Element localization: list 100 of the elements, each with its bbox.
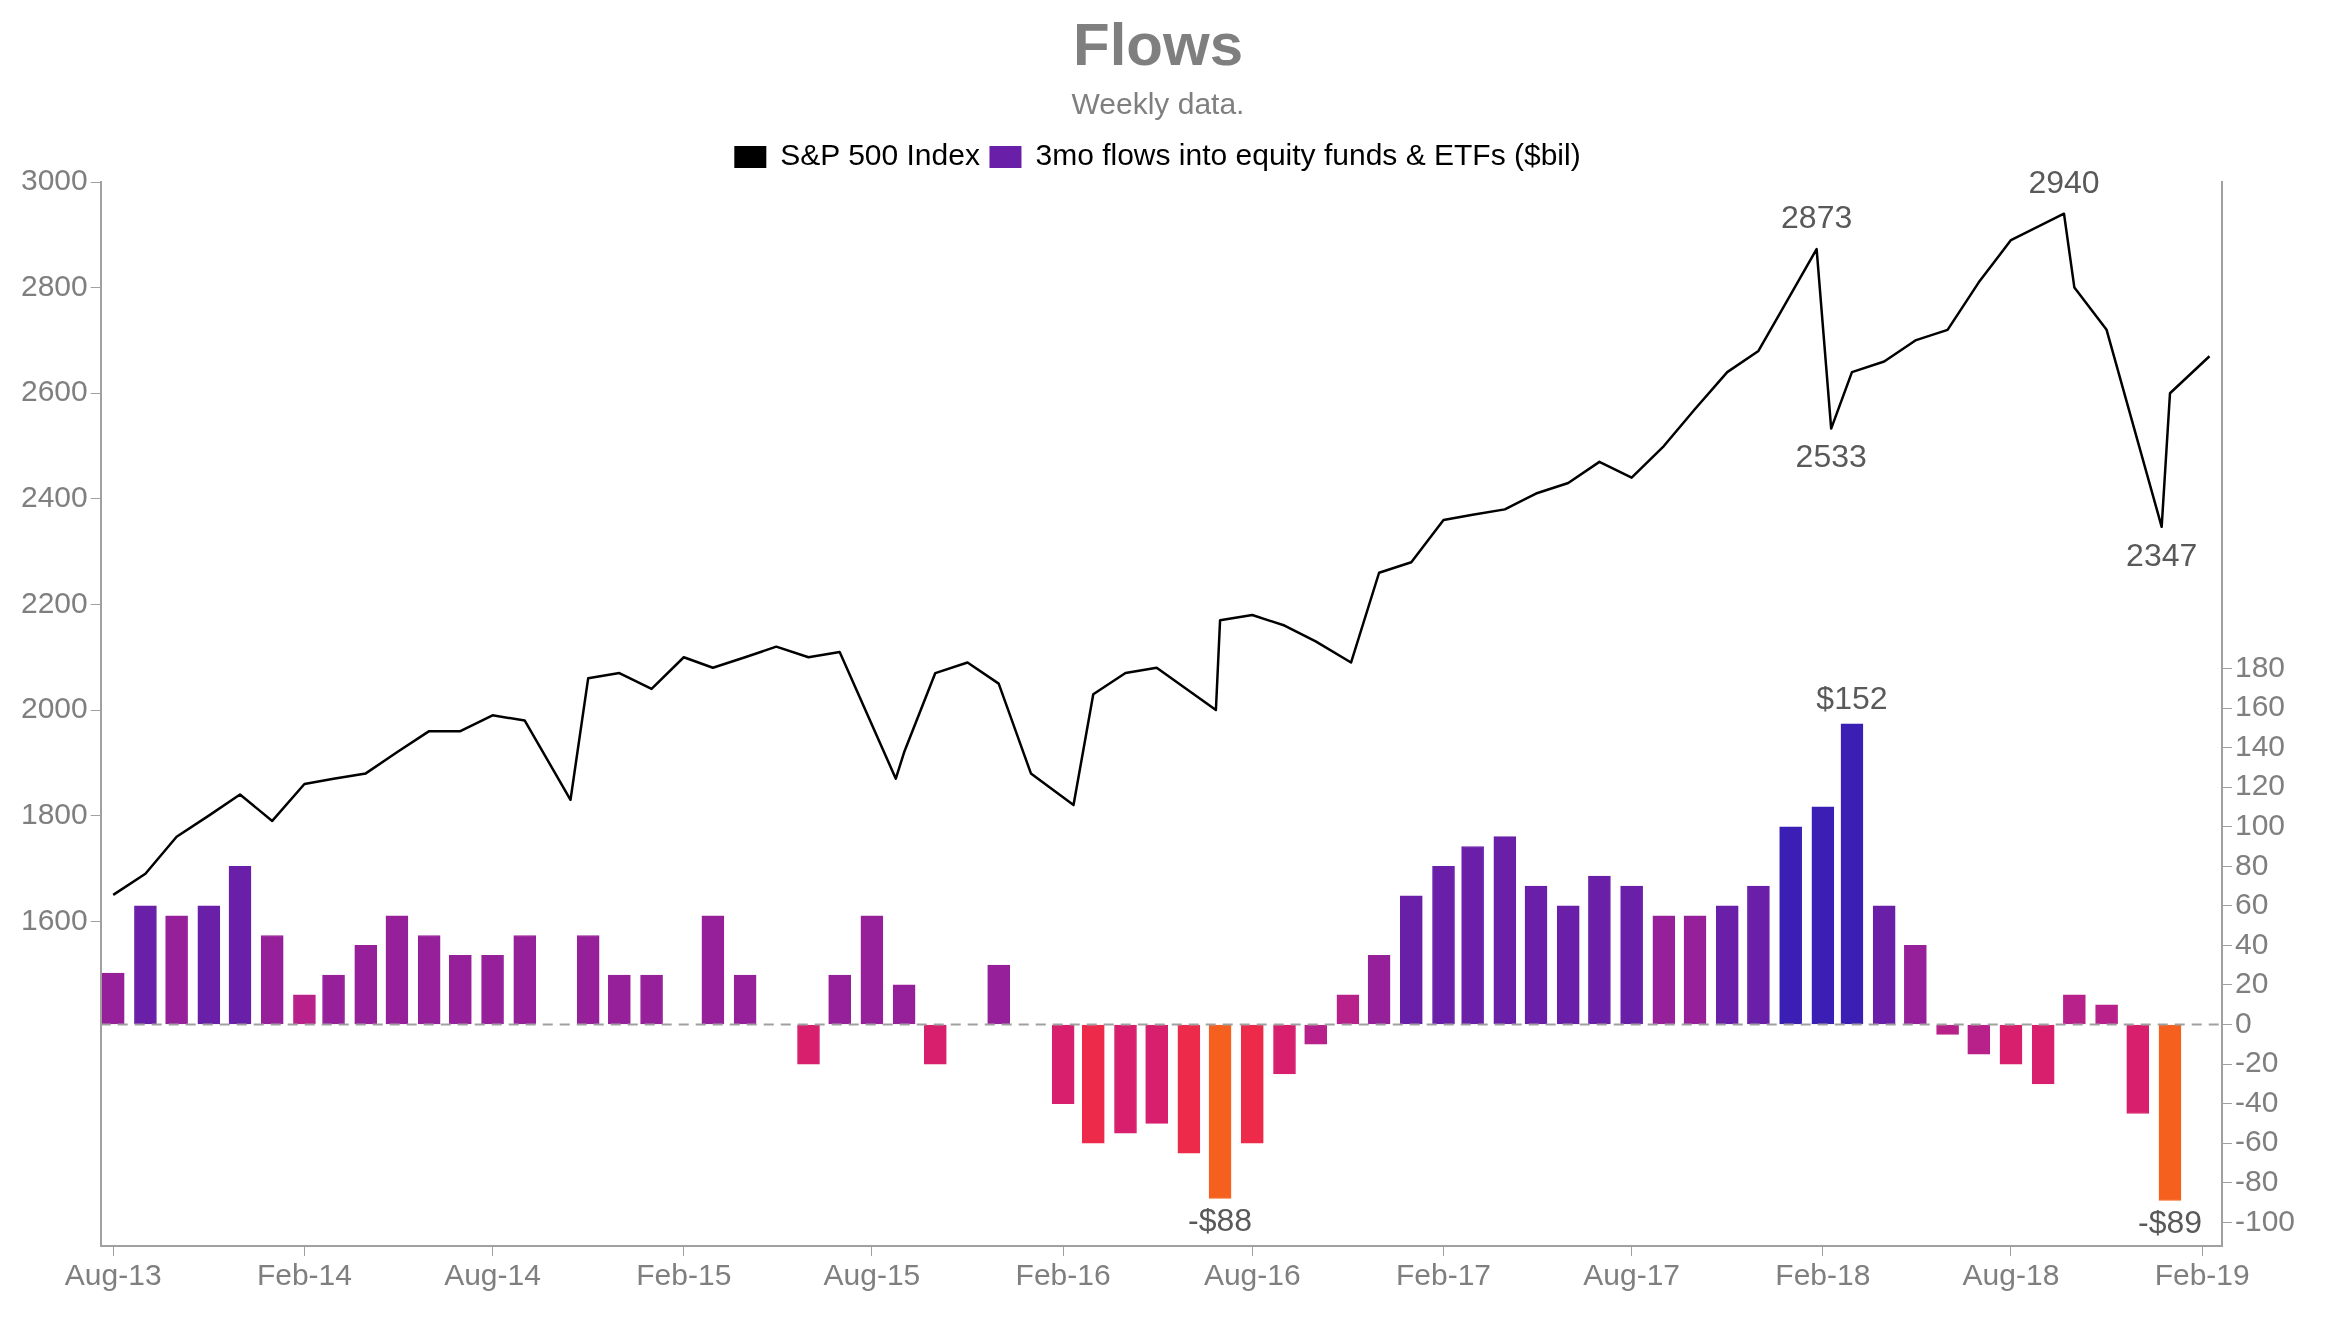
y2-tick-label: 0 bbox=[2234, 1005, 2252, 1039]
y2-tick-label: 180 bbox=[2234, 649, 2286, 683]
bar bbox=[2063, 994, 2086, 1025]
bar bbox=[2158, 1024, 2182, 1201]
x-tick-label: Aug-14 bbox=[444, 1258, 541, 1292]
bar bbox=[987, 964, 1011, 1025]
bar bbox=[197, 905, 221, 1025]
bar bbox=[1114, 1024, 1137, 1134]
bar bbox=[797, 1024, 820, 1065]
y-tick-label: 1600 bbox=[20, 902, 88, 936]
y2-tick-label: -40 bbox=[2234, 1084, 2279, 1118]
bar bbox=[1493, 836, 1517, 1025]
bar bbox=[1177, 1024, 1201, 1154]
x-tick-label: Feb-14 bbox=[256, 1258, 352, 1292]
y2-tick-label: -60 bbox=[2234, 1124, 2279, 1158]
y-tick-label: 2200 bbox=[20, 585, 88, 619]
y2-tick-label: 100 bbox=[2234, 807, 2286, 841]
y2-tick-label: 140 bbox=[2234, 728, 2286, 762]
x-tick-label: Feb-15 bbox=[636, 1258, 732, 1292]
bar bbox=[101, 972, 125, 1025]
bar bbox=[1367, 954, 1391, 1025]
annotation: 2940 bbox=[2028, 163, 2100, 200]
bar bbox=[1967, 1024, 1991, 1055]
bar bbox=[417, 935, 441, 1025]
bar bbox=[1683, 915, 1707, 1025]
bar bbox=[701, 915, 725, 1025]
bar bbox=[1524, 885, 1548, 1025]
bar bbox=[1588, 875, 1611, 1025]
bar bbox=[1779, 826, 1802, 1025]
y2-tick-label: 40 bbox=[2234, 926, 2269, 960]
annotation: 2533 bbox=[1795, 438, 1867, 475]
bar bbox=[1904, 945, 1927, 1025]
bar bbox=[1747, 885, 1770, 1025]
bar bbox=[608, 974, 631, 1025]
bar bbox=[1620, 885, 1643, 1025]
bar bbox=[260, 935, 284, 1025]
y2-tick-label: 80 bbox=[2234, 847, 2269, 881]
bar bbox=[1840, 723, 1864, 1025]
y-tick-label: 2000 bbox=[20, 691, 88, 725]
y2-tick-label: -100 bbox=[2234, 1203, 2295, 1237]
y-tick-label: 3000 bbox=[20, 163, 88, 197]
bar bbox=[1304, 1024, 1328, 1045]
bar bbox=[1556, 905, 1580, 1025]
bar bbox=[1999, 1024, 2023, 1065]
y-tick-label: 2600 bbox=[20, 374, 88, 408]
bar bbox=[293, 994, 316, 1025]
data-label: -$89 bbox=[2137, 1204, 2203, 1241]
annotation: 2873 bbox=[1781, 198, 1853, 235]
bar bbox=[640, 974, 663, 1025]
bar bbox=[923, 1024, 947, 1065]
y2-tick-label: 160 bbox=[2234, 689, 2286, 723]
data-label: -$88 bbox=[1188, 1202, 1253, 1239]
x-tick-label: Feb-16 bbox=[1015, 1258, 1111, 1292]
y2-tick-label: 120 bbox=[2234, 768, 2286, 802]
bar bbox=[892, 984, 916, 1025]
bar bbox=[513, 935, 537, 1025]
bar bbox=[322, 974, 345, 1025]
x-tick-label: Aug-13 bbox=[64, 1258, 162, 1292]
y2-tick-label: 60 bbox=[2234, 887, 2269, 921]
bar bbox=[576, 935, 600, 1025]
x-tick-label: Aug-17 bbox=[1583, 1258, 1681, 1292]
x-tick-label: Feb-17 bbox=[1395, 1258, 1492, 1292]
bar bbox=[860, 915, 884, 1025]
bar bbox=[228, 865, 252, 1025]
bar bbox=[2126, 1024, 2150, 1114]
bar bbox=[1652, 915, 1676, 1025]
bar bbox=[165, 915, 188, 1025]
bar bbox=[1145, 1024, 1168, 1124]
x-tick-label: Aug-18 bbox=[1962, 1258, 2060, 1292]
bar bbox=[354, 945, 378, 1025]
bar bbox=[134, 905, 157, 1025]
chart-subtitle: Weekly data. bbox=[1071, 87, 1245, 121]
y-tick-label: 2800 bbox=[20, 268, 88, 302]
bar bbox=[1273, 1024, 1296, 1075]
x-tick-label: Feb-18 bbox=[1775, 1258, 1871, 1292]
bar bbox=[1399, 895, 1423, 1025]
chart-title: Flows bbox=[1072, 10, 1244, 78]
data-label: $152 bbox=[1816, 679, 1888, 716]
y-tick-label: 1800 bbox=[20, 796, 88, 830]
bar bbox=[1208, 1024, 1232, 1199]
bar bbox=[385, 915, 409, 1025]
legend-label: 3mo flows into equity funds & ETFs ($bil) bbox=[1035, 138, 1581, 172]
bar bbox=[1051, 1024, 1075, 1104]
y-tick-label: 2400 bbox=[20, 480, 88, 514]
bar bbox=[1432, 865, 1455, 1025]
bar bbox=[1811, 806, 1835, 1025]
legend-label: S&P 500 Index bbox=[780, 138, 980, 172]
x-tick-label: Aug-16 bbox=[1203, 1258, 1301, 1292]
bar bbox=[1240, 1024, 1264, 1144]
bar bbox=[1081, 1024, 1105, 1144]
bar bbox=[733, 974, 757, 1025]
bar bbox=[1336, 994, 1360, 1025]
y2-tick-label: -20 bbox=[2234, 1045, 2279, 1079]
bar bbox=[1461, 846, 1484, 1025]
bar bbox=[1872, 905, 1896, 1025]
bar bbox=[481, 954, 504, 1025]
bar bbox=[1715, 905, 1739, 1025]
bar bbox=[2031, 1024, 2055, 1085]
bar bbox=[2095, 1004, 2118, 1025]
bar bbox=[828, 974, 852, 1025]
